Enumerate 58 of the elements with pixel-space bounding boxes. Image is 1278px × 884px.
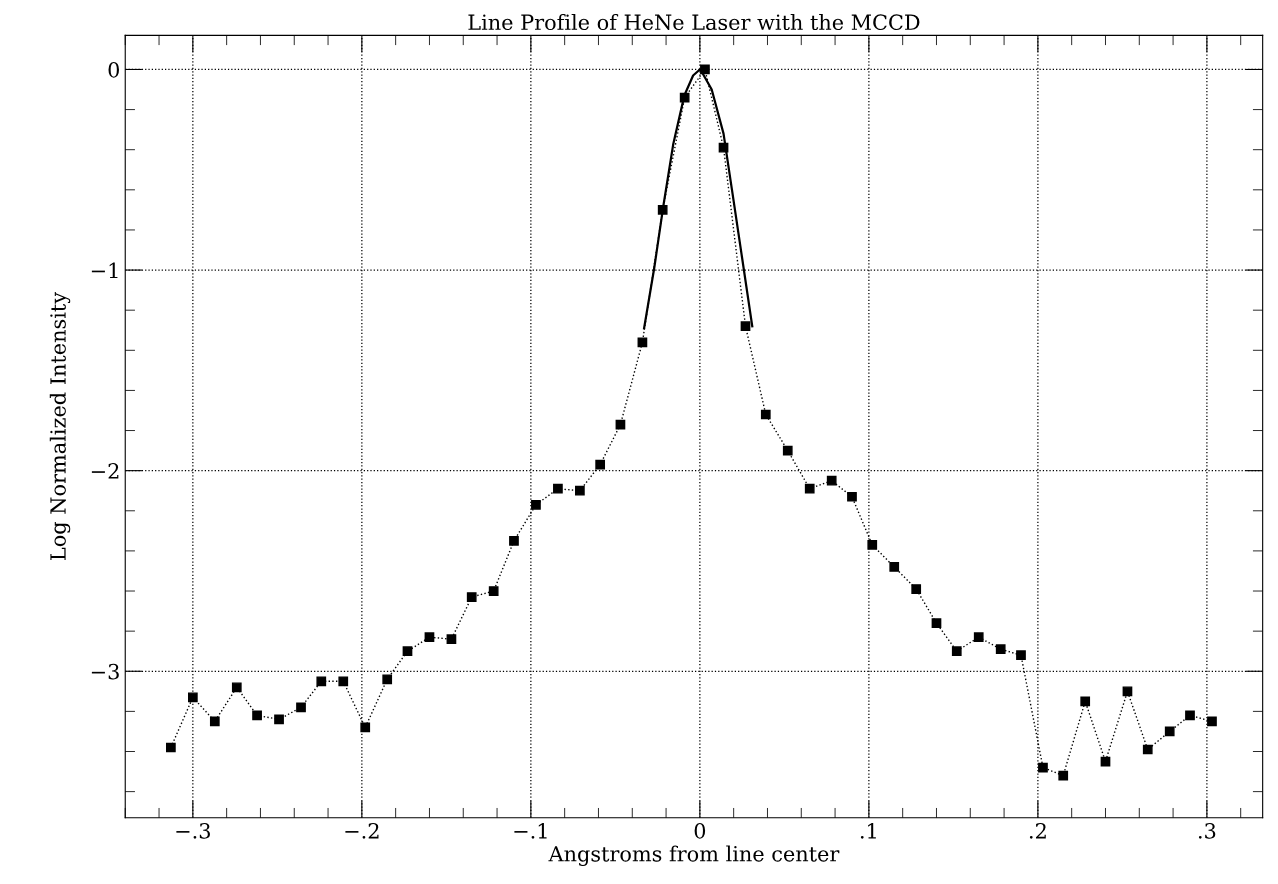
point [889,562,900,572]
point [575,485,585,496]
point [509,536,519,546]
point [531,499,541,510]
point [166,742,176,753]
point [973,632,984,643]
point [740,321,751,332]
point [382,674,393,685]
point [466,592,477,602]
point [488,586,499,596]
x-tick-label: −.3 [176,822,210,839]
point [595,459,606,470]
x-tick-label: 0 [694,822,706,839]
point [782,445,793,456]
point [804,483,815,494]
point [951,646,962,657]
point [1122,686,1133,697]
point [209,716,220,727]
y-tick-label: 0 [108,61,119,78]
point [187,692,198,703]
point [911,584,922,594]
point [867,540,878,550]
y-tick-label: −1 [91,262,118,278]
point [1142,744,1153,755]
point [316,676,327,687]
x-tick-label: .2 [1029,822,1046,839]
y-tick-label: −2 [91,463,119,479]
x-axis-title: Angstroms from line center [548,845,840,866]
x-tick-label: .1 [860,822,876,839]
point [446,634,457,645]
point [553,483,563,494]
x-tick-label: .3 [1198,822,1216,839]
point [252,710,262,721]
point [1185,710,1195,721]
point [1038,762,1048,773]
point [360,722,371,733]
point [274,714,284,725]
point [995,644,1006,655]
point [402,646,413,657]
y-axis-title: Log Normalized Intensity [49,292,71,560]
point [296,702,306,713]
x-tick-label: −.2 [345,822,379,839]
point [1164,726,1175,737]
point [1058,770,1069,781]
point [424,632,435,643]
chart-title: Line Profile of HeNe Laser with the MCCD [468,13,920,31]
x-tick-label: −.1 [514,822,547,839]
point [1207,716,1217,727]
point [826,475,837,486]
y-tick-label: −3 [91,663,119,680]
point [338,676,349,687]
point [637,337,648,348]
point [847,491,857,502]
point [931,618,942,628]
point [760,409,771,420]
point [231,682,242,693]
point [1016,650,1026,661]
point [1080,696,1091,707]
